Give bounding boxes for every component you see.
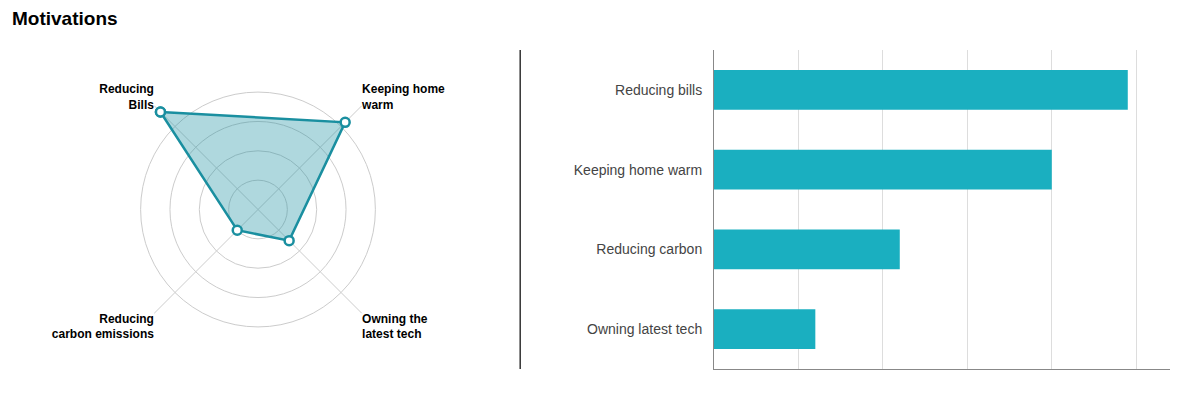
svg-text:Keeping home warm: Keeping home warm: [574, 162, 702, 178]
svg-text:Owning latest tech: Owning latest tech: [587, 321, 702, 337]
svg-text:Owning thelatest tech: Owning thelatest tech: [362, 312, 428, 342]
svg-text:Reducing carbon: Reducing carbon: [596, 241, 702, 257]
svg-text:Reducing bills: Reducing bills: [615, 82, 702, 98]
svg-text:Reducingcarbon emissions: Reducingcarbon emissions: [52, 312, 154, 342]
svg-text:Motivations: Motivations: [12, 8, 118, 29]
svg-text:ReducingBills: ReducingBills: [99, 82, 154, 112]
svg-text:Keeping homewarm: Keeping homewarm: [361, 82, 445, 112]
